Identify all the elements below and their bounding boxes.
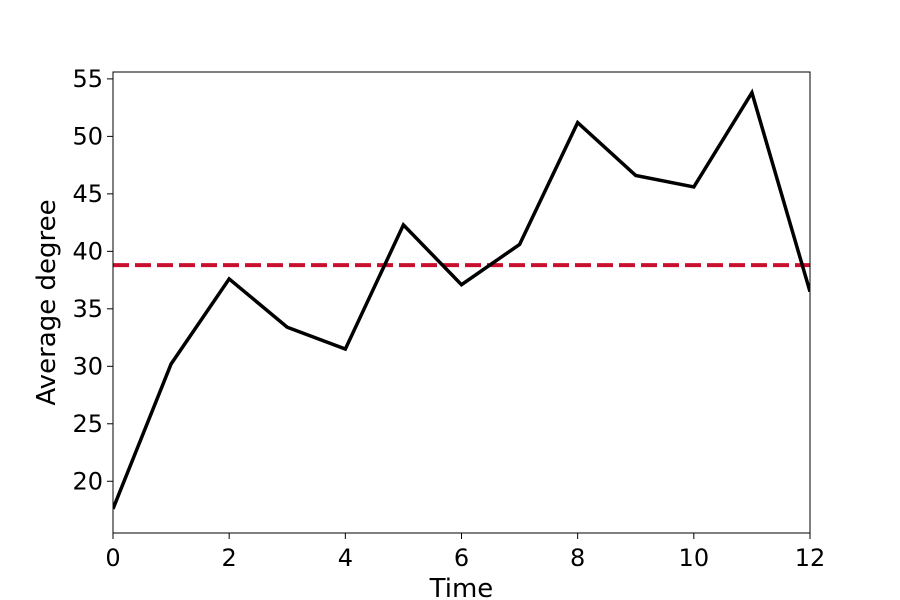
y-tick-label: 50	[72, 122, 103, 150]
y-axis-label: Average degree	[32, 199, 62, 405]
series-line	[113, 88, 810, 510]
y-tick-label: 45	[72, 180, 103, 208]
plot-content	[113, 88, 810, 510]
series-layer	[113, 88, 810, 510]
y-tick-label: 55	[72, 65, 103, 93]
plot-frame	[112, 71, 811, 534]
y-tick-label: 20	[72, 467, 103, 495]
x-tick-label: 0	[105, 544, 120, 572]
x-tick-label: 8	[570, 544, 585, 572]
x-tick-label: 12	[795, 544, 826, 572]
x-tick-label: 4	[338, 544, 353, 572]
y-tick-label: 35	[72, 295, 103, 323]
y-tick-label: 25	[72, 410, 103, 438]
y-tick-label: 30	[72, 352, 103, 380]
y-tick-label: 40	[72, 237, 103, 265]
x-axis-label: Time	[429, 574, 494, 600]
x-tick-label: 10	[679, 544, 710, 572]
y-axis-ticks: 20 25 30 35 40 45 50 55	[72, 65, 113, 495]
x-tick-label: 2	[222, 544, 237, 572]
x-axis-ticks: 0 2 4 6 8 10 12	[105, 533, 825, 572]
x-tick-label: 6	[454, 544, 469, 572]
